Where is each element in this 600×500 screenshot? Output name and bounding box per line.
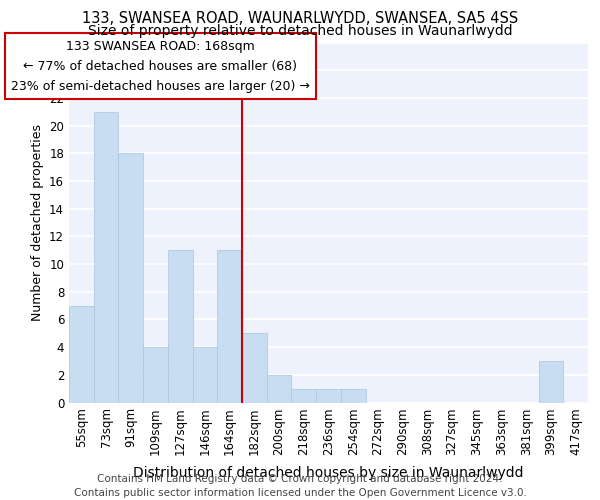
Bar — [267, 375, 292, 402]
Bar — [69, 306, 94, 402]
Bar — [242, 334, 267, 402]
Bar — [341, 388, 365, 402]
Text: Contains HM Land Registry data © Crown copyright and database right 2024.
Contai: Contains HM Land Registry data © Crown c… — [74, 474, 526, 498]
Text: Size of property relative to detached houses in Waunarlwydd: Size of property relative to detached ho… — [88, 24, 512, 38]
Text: 133, SWANSEA ROAD, WAUNARLWYDD, SWANSEA, SA5 4SS: 133, SWANSEA ROAD, WAUNARLWYDD, SWANSEA,… — [82, 11, 518, 26]
Bar — [539, 361, 563, 403]
Bar — [316, 388, 341, 402]
Bar — [217, 250, 242, 402]
Bar — [118, 154, 143, 402]
Bar — [193, 347, 217, 403]
Bar — [168, 250, 193, 402]
X-axis label: Distribution of detached houses by size in Waunarlwydd: Distribution of detached houses by size … — [133, 466, 524, 480]
Bar — [292, 388, 316, 402]
Bar — [94, 112, 118, 403]
Y-axis label: Number of detached properties: Number of detached properties — [31, 124, 44, 321]
Text: 133 SWANSEA ROAD: 168sqm
← 77% of detached houses are smaller (68)
23% of semi-d: 133 SWANSEA ROAD: 168sqm ← 77% of detach… — [11, 40, 310, 92]
Bar — [143, 347, 168, 403]
